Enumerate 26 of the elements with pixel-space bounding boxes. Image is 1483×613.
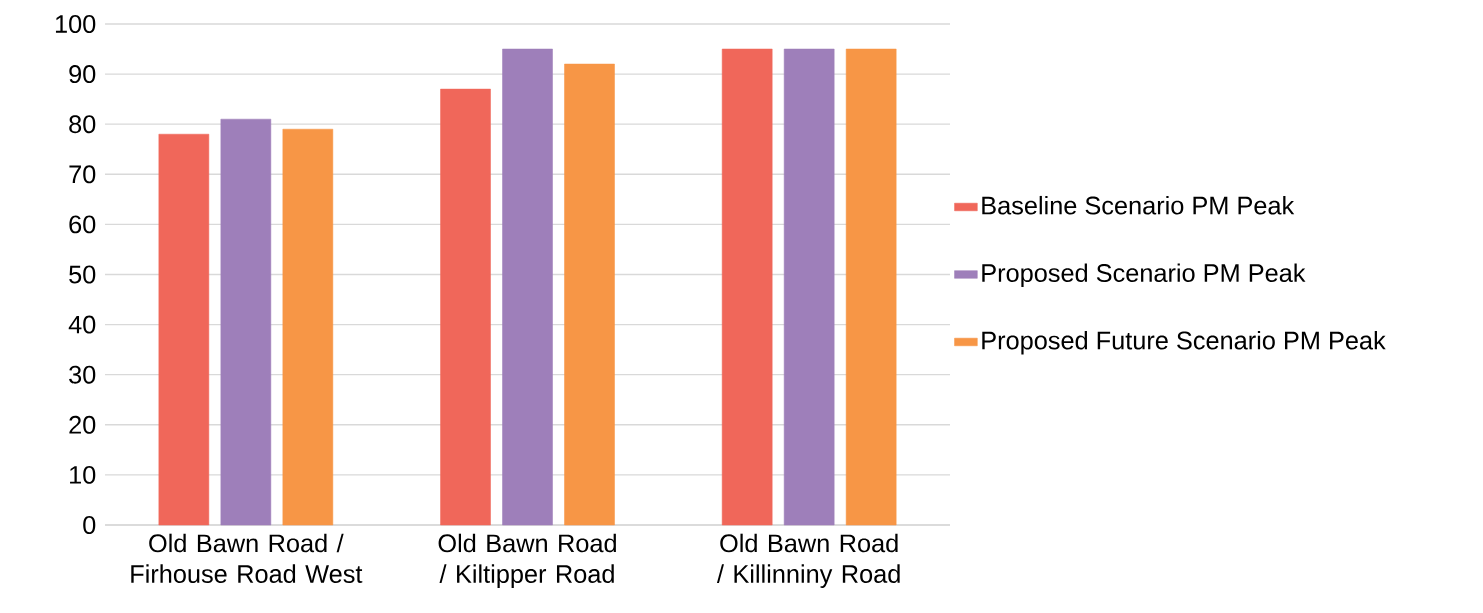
y-tick-label: 40	[68, 315, 96, 334]
legend-label: Baseline Scenario PM Peak	[982, 195, 1295, 215]
y-tick-label: 90	[69, 65, 96, 84]
y-tick-label: 20	[69, 415, 96, 434]
bar	[845, 48, 897, 526]
y-tick-label: 80	[69, 115, 96, 134]
y-tick-label: 0	[83, 516, 96, 534]
bar	[564, 63, 615, 526]
x-tick-label: Old Bawn Road / Killinniny Road	[716, 533, 900, 588]
y-tick-label: 10	[70, 465, 96, 484]
legend-label: Proposed Scenario PM Peak	[982, 263, 1306, 288]
bar	[220, 118, 272, 526]
y-tick-label: 70	[69, 165, 96, 184]
legend-label: Proposed Future Scenario PM Peak	[982, 330, 1386, 355]
bar	[721, 48, 773, 526]
bar	[440, 88, 491, 526]
bar	[158, 133, 210, 526]
bar	[282, 128, 334, 526]
y-tick-label: 30	[69, 365, 96, 384]
y-tick-label: 60	[69, 215, 96, 234]
y-tick-label: 50	[69, 265, 96, 284]
y-tick-label: 100	[55, 15, 96, 33]
bar	[502, 48, 553, 526]
x-tick-label: Old Bawn Road / Kiltipper Road	[438, 533, 616, 588]
x-tick-label: Old Bawn Road / Firhouse Road West	[131, 533, 363, 583]
bar	[783, 48, 835, 526]
